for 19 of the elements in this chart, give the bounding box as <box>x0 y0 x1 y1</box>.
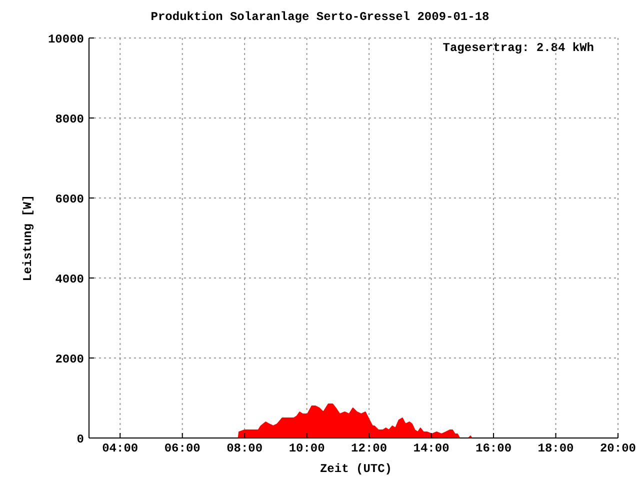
x-tick-label: 18:00 <box>538 442 574 456</box>
y-tick-label: 8000 <box>55 112 84 126</box>
y-tick-label: 0 <box>76 432 84 446</box>
y-axis-title: Leistung [W] <box>21 194 35 282</box>
x-tick-label: 06:00 <box>164 442 200 456</box>
y-tick-label: 4000 <box>55 272 84 286</box>
x-tick-label: 10:00 <box>288 442 325 456</box>
x-axis-title: Zeit (UTC) <box>318 462 393 476</box>
x-tick-label: 14:00 <box>413 442 450 456</box>
x-tick-label: 08:00 <box>226 442 263 456</box>
y-tick-label: 2000 <box>55 352 84 366</box>
x-tick-label: 12:00 <box>351 442 388 456</box>
y-tick-label: 10000 <box>48 32 84 46</box>
annotation: Tagesertrag: 2.84 kWh <box>442 41 594 55</box>
x-tick-label: 16:00 <box>476 442 512 456</box>
x-tick-label: 04:00 <box>102 442 138 456</box>
y-tick-label: 6000 <box>55 192 84 206</box>
chart-title: Produktion Solaranlage Serto-Gressel 2009-01-18 <box>150 10 490 24</box>
x-tick-label: 20:00 <box>600 442 636 456</box>
